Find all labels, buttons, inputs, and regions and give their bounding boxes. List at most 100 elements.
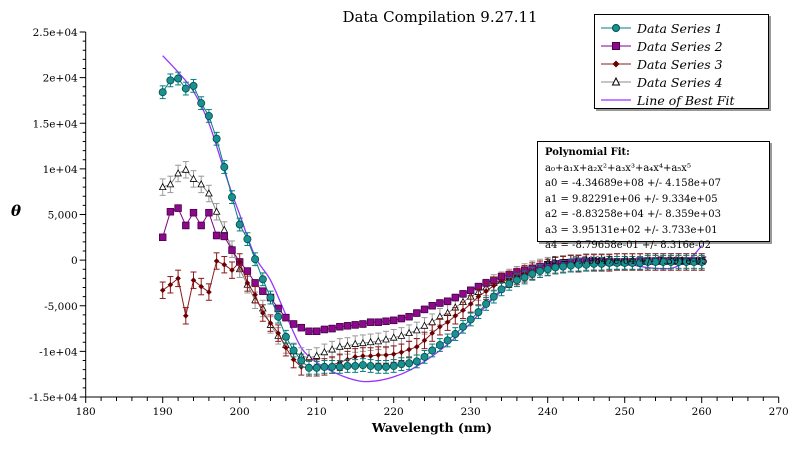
- data-point: [366, 337, 375, 346]
- legend-label: Data Series 1: [637, 20, 723, 36]
- data-point: [605, 258, 614, 267]
- data-point: [574, 260, 583, 269]
- data-point: [483, 288, 489, 294]
- data-point: [374, 318, 382, 326]
- data-point: [274, 312, 283, 321]
- data-point: [651, 257, 660, 266]
- data-point: [258, 275, 267, 284]
- data-point: [398, 349, 405, 356]
- data-point: [158, 88, 167, 97]
- data-point: [589, 259, 598, 268]
- data-point: [206, 289, 212, 295]
- data-point: [466, 315, 475, 324]
- data-point: [582, 260, 591, 269]
- data-point: [435, 340, 444, 349]
- fit-label: Polynomial Fit:: [545, 147, 630, 158]
- data-point: [181, 165, 190, 173]
- axes: 180 190 200 210 220 230 240 250 260 270 2.5e+04 2e+…: [29, 27, 789, 418]
- fit-param-a0: a0 = -4.34689e+08 +/- 4.158e+07: [545, 178, 721, 189]
- data-point: [335, 342, 344, 350]
- data-point: [175, 275, 181, 282]
- data-point: [512, 276, 521, 285]
- data-point: [597, 259, 606, 268]
- data-point: [381, 362, 390, 371]
- data-point: [189, 208, 198, 217]
- data-point: [643, 257, 652, 266]
- data-point: [459, 290, 467, 298]
- data-point: [352, 354, 358, 360]
- data-point: [367, 353, 374, 359]
- data-point: [312, 327, 321, 335]
- data-point: [197, 180, 206, 188]
- data-point: [212, 134, 221, 143]
- data-point: [620, 258, 629, 267]
- data-point: [189, 174, 198, 182]
- legend-label: Data Series 3: [637, 56, 723, 72]
- data-point: [312, 363, 321, 372]
- x-tick-label: 220: [384, 406, 404, 418]
- data-point: [320, 362, 329, 371]
- data-point: [382, 317, 390, 325]
- series-layer: [158, 71, 706, 377]
- data-point: [412, 326, 421, 334]
- data-point: [405, 328, 413, 337]
- x-tick-label: 260: [692, 406, 712, 418]
- data-point: [204, 111, 213, 120]
- data-point: [474, 308, 483, 317]
- data-point: [183, 312, 189, 319]
- data-point: [166, 76, 175, 85]
- data-point: [613, 258, 622, 267]
- x-tick-label: 230: [461, 406, 481, 418]
- data-point: [275, 330, 281, 336]
- data-point: [297, 356, 306, 365]
- data-point: [159, 287, 166, 294]
- fit-param-a2: a2 = -8.83258e+04 +/- 8.359e+03: [545, 209, 721, 220]
- y-tick-label: -1e+04: [39, 346, 78, 358]
- data-point: [458, 322, 467, 331]
- series-1: [158, 71, 706, 375]
- data-point: [289, 346, 298, 355]
- data-point: [491, 282, 497, 289]
- data-point: [197, 221, 205, 230]
- y-tick-label: 2e+04: [43, 73, 78, 85]
- legend-item-series-2: Data Series 2: [595, 37, 768, 55]
- legend-item-series-4: Data Series 4: [595, 73, 768, 91]
- data-point: [244, 280, 251, 286]
- data-point: [489, 292, 498, 301]
- data-point: [304, 363, 313, 372]
- y-tick-label: 5,000: [48, 210, 78, 222]
- fit-formula: a₀+a₁x+a₂x²+a₃x³+a₄x⁴+a₅x⁵: [545, 162, 691, 174]
- circle-marker-icon: [601, 24, 631, 32]
- data-point: [390, 351, 397, 357]
- data-point: [636, 258, 645, 267]
- data-point: [174, 169, 182, 177]
- data-point: [190, 277, 197, 283]
- y-axis-label: θ: [11, 202, 21, 220]
- data-point: [405, 312, 413, 321]
- data-point: [290, 356, 297, 363]
- data-point: [444, 319, 451, 325]
- data-point: [181, 84, 190, 93]
- data-point: [382, 335, 390, 343]
- data-point: [235, 220, 244, 229]
- data-point: [466, 286, 475, 294]
- data-point: [628, 258, 637, 267]
- y-tick-label: 0: [71, 255, 78, 267]
- data-point: [467, 301, 474, 307]
- data-point: [389, 361, 398, 370]
- data-point: [351, 339, 360, 347]
- data-point: [351, 361, 360, 370]
- data-point: [397, 314, 406, 323]
- y-tick-label: 1e+04: [43, 164, 78, 176]
- data-point: [174, 204, 182, 212]
- data-point: [343, 322, 352, 330]
- data-point: [443, 297, 452, 305]
- legend-item-series-1: Data Series 1: [595, 19, 768, 37]
- data-point: [428, 317, 437, 326]
- data-point: [389, 333, 398, 341]
- data-point: [475, 293, 482, 300]
- data-point: [505, 279, 514, 288]
- fit-param-a3: a3 = 3.95131e+02 +/- 3.733e+01: [545, 224, 718, 236]
- data-point: [666, 257, 675, 266]
